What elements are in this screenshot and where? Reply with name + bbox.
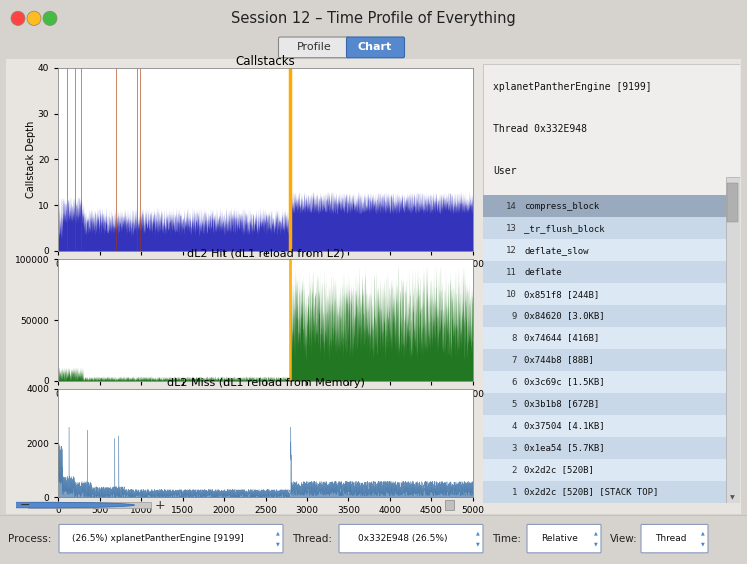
Text: ▼: ▼ (276, 541, 280, 547)
Text: User: User (493, 166, 516, 176)
Bar (483, 349, 728, 371)
Title: Callstacks: Callstacks (236, 55, 295, 68)
Bar (483, 195, 728, 217)
FancyBboxPatch shape (641, 525, 708, 553)
Text: ▲: ▲ (594, 531, 598, 536)
Bar (483, 415, 728, 437)
Text: 3: 3 (512, 444, 517, 452)
Text: Chart: Chart (358, 42, 392, 52)
Text: Thread 0x332E948: Thread 0x332E948 (493, 124, 587, 134)
Text: deflate_slow: deflate_slow (524, 246, 589, 254)
Circle shape (0, 502, 134, 508)
Bar (483, 217, 728, 239)
Text: Session 12 – Time Profile of Everything: Session 12 – Time Profile of Everything (231, 11, 515, 26)
Text: 14: 14 (506, 202, 517, 210)
Text: 6: 6 (512, 378, 517, 386)
Text: ▲: ▲ (476, 531, 480, 536)
Text: 1: 1 (512, 488, 517, 496)
Text: 0x84620 [3.0KB]: 0x84620 [3.0KB] (524, 312, 605, 320)
FancyBboxPatch shape (527, 525, 601, 553)
Bar (483, 459, 728, 481)
Bar (483, 393, 728, 415)
Text: Profile: Profile (297, 42, 332, 52)
Text: ▼: ▼ (701, 541, 705, 547)
Text: View:: View: (610, 534, 638, 544)
FancyBboxPatch shape (339, 525, 483, 553)
Text: 0x3b1b8 [672B]: 0x3b1b8 [672B] (524, 400, 599, 408)
Text: 0x1ea54 [5.7KB]: 0x1ea54 [5.7KB] (524, 444, 605, 452)
FancyBboxPatch shape (347, 37, 404, 58)
Text: −: − (19, 499, 30, 512)
Text: 0x332E948 (26.5%): 0x332E948 (26.5%) (358, 534, 447, 543)
Text: 0x851f8 [244B]: 0x851f8 [244B] (524, 290, 599, 298)
Text: ▲: ▲ (276, 531, 280, 536)
Text: 0x3c69c [1.5KB]: 0x3c69c [1.5KB] (524, 378, 605, 386)
Text: ▼: ▼ (476, 541, 480, 547)
Bar (444, 500, 454, 510)
Circle shape (11, 11, 25, 25)
Text: +: + (155, 499, 165, 512)
Bar (483, 481, 728, 503)
Text: 0x37504 [4.1KB]: 0x37504 [4.1KB] (524, 422, 605, 430)
Text: 4: 4 (512, 422, 517, 430)
Text: 9: 9 (512, 312, 517, 320)
Circle shape (43, 11, 57, 25)
Bar (28, 502, 151, 508)
Text: 0x74644 [416B]: 0x74644 [416B] (524, 334, 599, 342)
Text: 10: 10 (506, 290, 517, 298)
Y-axis label: Callstack Depth: Callstack Depth (26, 121, 37, 198)
Text: ▼: ▼ (731, 495, 735, 500)
Bar (483, 305, 728, 327)
Text: 11: 11 (506, 268, 517, 276)
Circle shape (27, 11, 41, 25)
Text: Time:: Time: (492, 534, 521, 544)
Bar (483, 283, 728, 305)
Bar (483, 261, 728, 283)
Text: 5: 5 (512, 400, 517, 408)
X-axis label: Sample: Sample (247, 270, 284, 280)
Text: 0x744b8 [88B]: 0x744b8 [88B] (524, 356, 594, 364)
Bar (728, 183, 738, 222)
Text: Process:: Process: (8, 534, 52, 544)
FancyBboxPatch shape (483, 64, 740, 195)
Text: 12: 12 (506, 246, 517, 254)
Text: deflate: deflate (524, 268, 562, 276)
Bar (483, 327, 728, 349)
Text: 0x2d2c [520B]: 0x2d2c [520B] (524, 466, 594, 474)
Bar (483, 437, 728, 459)
Title: dL2 Hit (dL1 reload from L2): dL2 Hit (dL1 reload from L2) (187, 249, 344, 259)
Text: Relative: Relative (542, 534, 578, 543)
Text: _tr_flush_block: _tr_flush_block (524, 224, 605, 232)
Text: 8: 8 (512, 334, 517, 342)
Text: (26.5%) xplanetPantherEngine [9199]: (26.5%) xplanetPantherEngine [9199] (72, 534, 244, 543)
Bar (483, 371, 728, 393)
Text: compress_block: compress_block (524, 202, 599, 210)
Title: dL2 Miss (dL1 reload from Memory): dL2 Miss (dL1 reload from Memory) (167, 378, 365, 388)
Text: ▼: ▼ (594, 541, 598, 547)
Text: 13: 13 (506, 224, 517, 232)
FancyBboxPatch shape (59, 525, 283, 553)
Text: Thread:: Thread: (292, 534, 332, 544)
Text: 7: 7 (512, 356, 517, 364)
FancyBboxPatch shape (279, 37, 350, 58)
Text: 2: 2 (512, 466, 517, 474)
Bar (483, 239, 728, 261)
Text: xplanetPantherEngine [9199]: xplanetPantherEngine [9199] (493, 82, 651, 92)
Text: 0x2d2c [520B] [STACK TOP]: 0x2d2c [520B] [STACK TOP] (524, 488, 659, 496)
Text: ▲: ▲ (701, 531, 705, 536)
FancyBboxPatch shape (4, 58, 743, 515)
Text: Thread: Thread (655, 534, 686, 543)
